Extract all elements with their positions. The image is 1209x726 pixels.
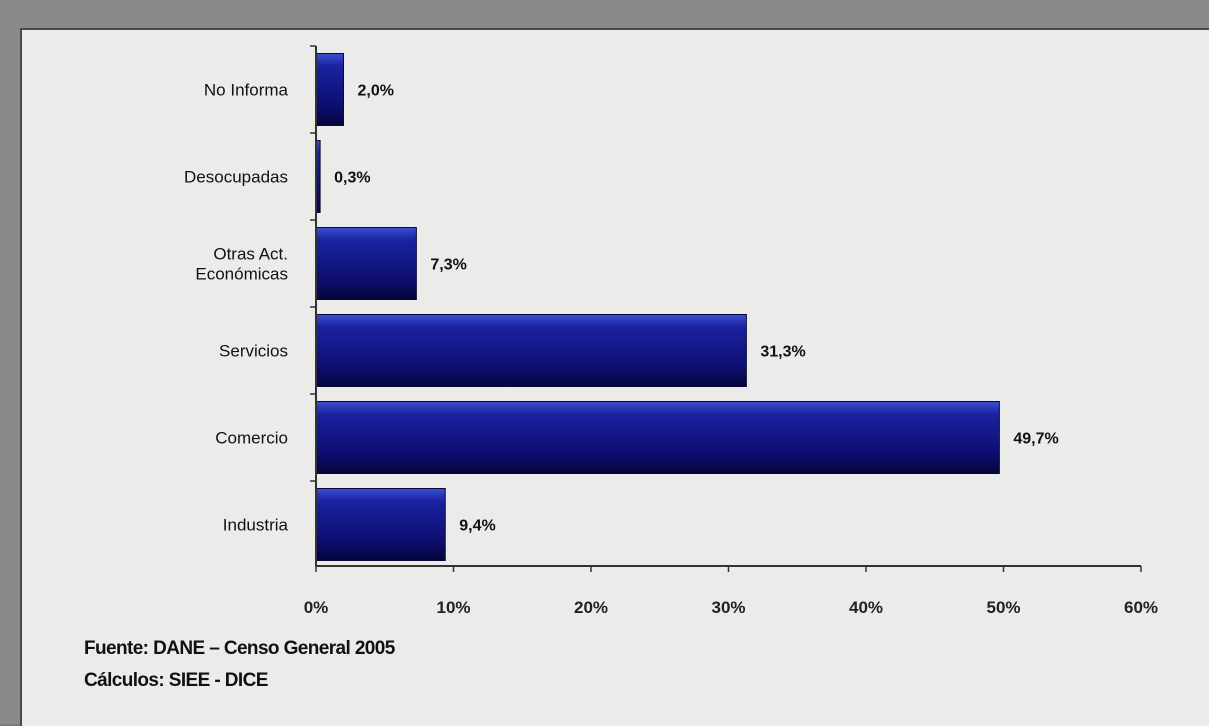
value-label: 2,0% <box>358 83 394 100</box>
source-note: Fuente: DANE – Censo General 2005 <box>84 638 395 659</box>
x-tick-label: 30% <box>711 598 745 617</box>
category-label: Comercio <box>215 429 288 448</box>
x-tick-label: 10% <box>436 598 470 617</box>
x-tick-label: 0% <box>304 598 329 617</box>
category-label: Industria <box>223 516 289 535</box>
bar-chart: 2,0% 0,3% 7,3% 31,3% 49,7% 9,4% No Informa Des… <box>184 45 1158 617</box>
axes: No Informa Desocupadas Otras Act. Económica… <box>184 45 1158 617</box>
category-label: Desocupadas <box>184 168 288 187</box>
value-label: 49,7% <box>1013 431 1058 448</box>
value-label: 7,3% <box>430 257 466 274</box>
category-label: Otras Act. Económicas <box>195 245 288 284</box>
x-tick-label: 50% <box>986 598 1020 617</box>
chart-panel: 2,0% 0,3% 7,3% 31,3% 49,7% 9,4% No Informa Des… <box>20 28 1209 726</box>
category-label: No Informa <box>204 81 289 100</box>
x-tick-label: 40% <box>849 598 883 617</box>
calculations-note: Cálculos: SIEE - DICE <box>84 670 268 691</box>
x-tick-label: 20% <box>574 598 608 617</box>
category-label: Servicios <box>219 342 288 361</box>
value-label: 31,3% <box>760 344 805 361</box>
bars-layer: 2,0% 0,3% 7,3% 31,3% 49,7% 9,4% <box>315 53 1059 561</box>
bar-3 <box>315 227 417 300</box>
value-label: 0,3% <box>334 170 370 187</box>
bar-6 <box>315 488 446 561</box>
bar-5 <box>315 401 1000 474</box>
x-tick-label: 60% <box>1124 598 1158 617</box>
bar-4 <box>315 314 747 387</box>
value-label: 9,4% <box>459 518 495 535</box>
bar-1 <box>315 53 344 126</box>
